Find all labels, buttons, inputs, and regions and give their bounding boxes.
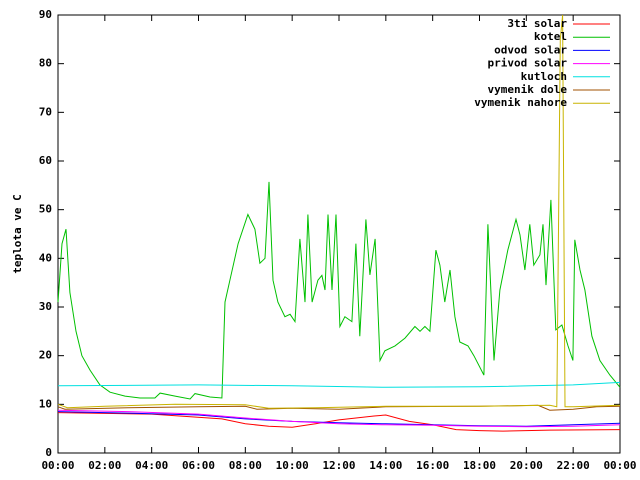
x-tick-label: 22:00	[557, 459, 590, 472]
series-line	[57, 409, 621, 428]
legend-label: privod solar	[488, 57, 568, 70]
legend-label: kotel	[534, 30, 567, 43]
legend-label: vymenik dole	[488, 83, 568, 96]
y-tick-label: 30	[39, 300, 52, 313]
y-tick-label: 60	[39, 154, 52, 167]
legend-label: odvod solar	[494, 43, 567, 56]
y-tick-label: 20	[39, 349, 52, 362]
y-tick-label: 40	[39, 251, 52, 264]
series-line	[57, 381, 621, 388]
series-line	[57, 412, 621, 432]
series-line	[57, 404, 621, 411]
legend-label: 3ti solar	[507, 17, 567, 30]
x-tick-label: 02:00	[88, 459, 121, 472]
x-tick-label: 10:00	[276, 459, 309, 472]
x-tick-label: 12:00	[322, 459, 355, 472]
y-axis-label: teplota ve C	[11, 194, 24, 273]
x-tick-label: 20:00	[510, 459, 543, 472]
x-tick-label: 14:00	[369, 459, 402, 472]
x-tick-label: 16:00	[416, 459, 449, 472]
x-tick-label: 04:00	[135, 459, 168, 472]
legend-label: kutloch	[521, 70, 567, 83]
series-line	[57, 411, 621, 427]
y-tick-label: 10	[39, 397, 52, 410]
legend-label: vymenik nahore	[474, 96, 567, 109]
y-tick-label: 80	[39, 57, 52, 70]
series-line	[57, 14, 621, 409]
y-tick-label: 90	[39, 8, 52, 21]
x-tick-label: 00:00	[41, 459, 74, 472]
y-tick-label: 50	[39, 203, 52, 216]
y-tick-label: 0	[45, 446, 52, 459]
x-tick-label: 06:00	[182, 459, 215, 472]
x-tick-label: 08:00	[229, 459, 262, 472]
series-line	[57, 181, 621, 400]
x-tick-label: 00:00	[603, 459, 636, 472]
y-tick-label: 70	[39, 105, 52, 118]
x-tick-label: 18:00	[463, 459, 496, 472]
